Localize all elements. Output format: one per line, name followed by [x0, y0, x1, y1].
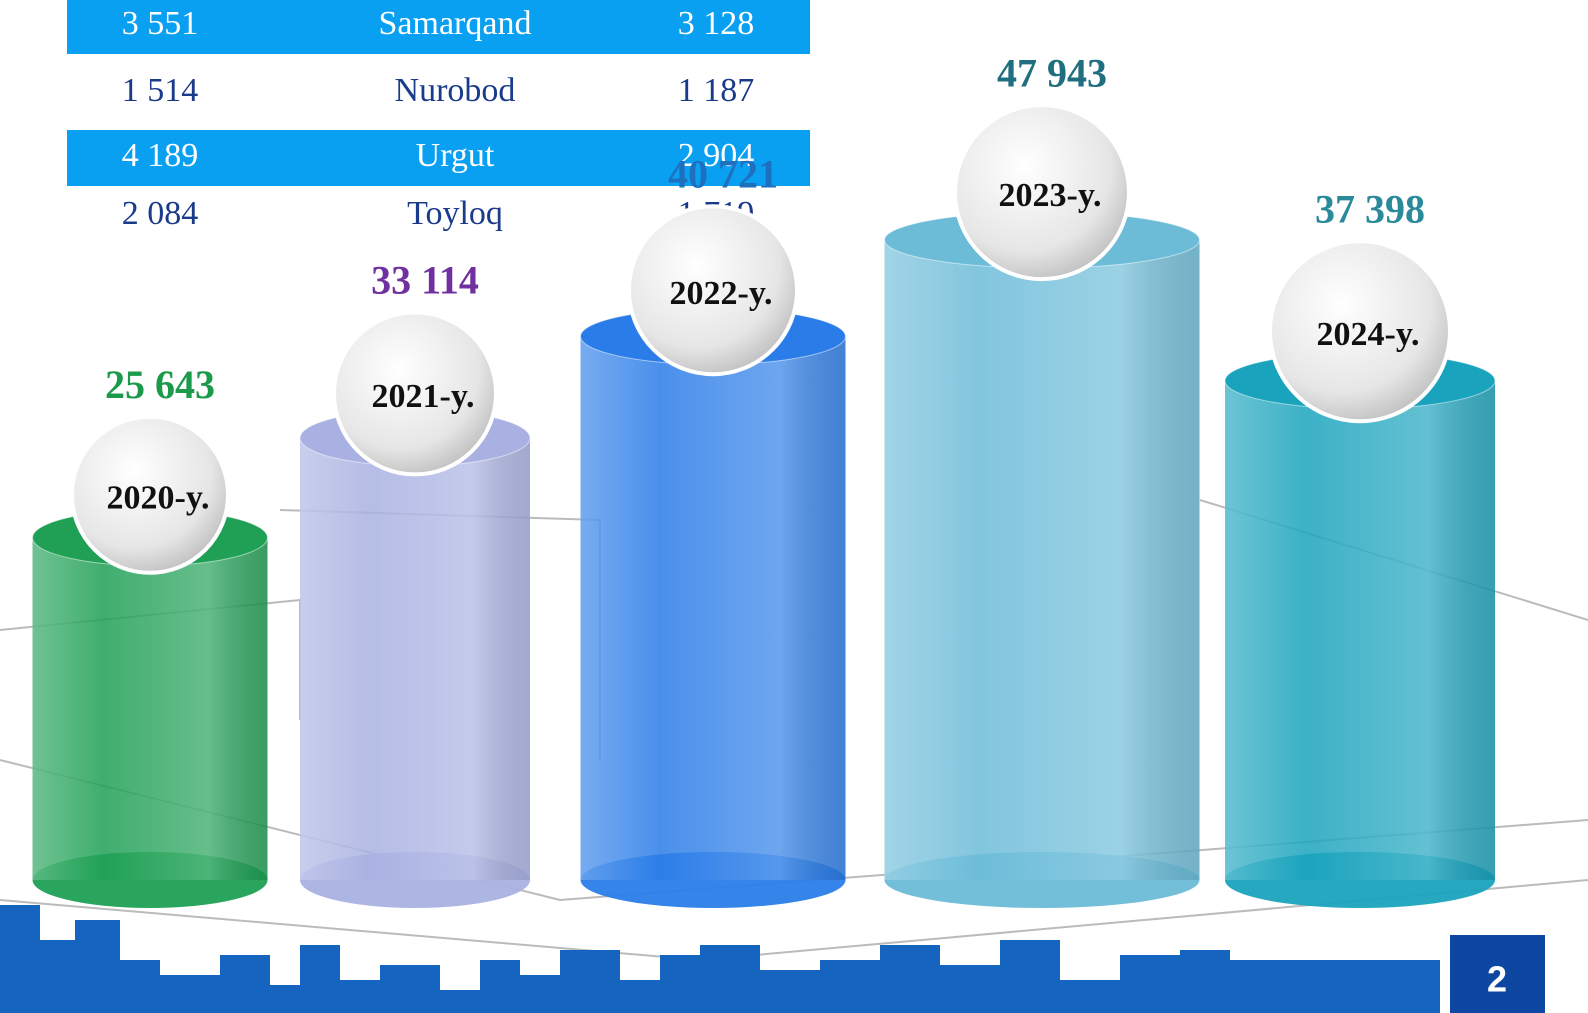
table-row-bg	[67, 130, 810, 186]
year-label: 2022-y.	[670, 275, 773, 312]
year-ball	[70, 414, 230, 575]
cylinder-shine	[1225, 380, 1495, 880]
year-ball	[953, 103, 1131, 282]
year-label: 2021-y.	[372, 378, 475, 415]
value-label: 37 398	[1315, 186, 1425, 231]
table-cell: Samarqand	[379, 5, 532, 42]
table-cell: 1 187	[678, 72, 755, 109]
table-cell: 3 551	[122, 5, 199, 42]
cylinder-shine	[580, 336, 846, 880]
table-cell: 4 189	[122, 137, 199, 174]
table-cell: 1 514	[122, 72, 199, 109]
cylinders: 2020-y.25 643 2021-y.33 114 2022-y.40 721 2…	[32, 50, 1496, 908]
value-label: 47 943	[997, 50, 1107, 95]
table-row-bg	[67, 0, 810, 54]
cylinder-shine	[300, 437, 530, 880]
page-number: 2	[1487, 959, 1507, 1000]
value-label: 40 721	[668, 151, 778, 196]
skyline	[0, 905, 1545, 1013]
table-cell: Urgut	[416, 137, 495, 174]
table-cell: 2 084	[122, 195, 199, 232]
year-label: 2023-y.	[999, 177, 1102, 214]
table-cell: 2 904	[678, 137, 755, 174]
value-label: 33 114	[371, 258, 479, 303]
cylinder-shine	[884, 240, 1200, 880]
year-ball	[627, 204, 799, 377]
table: 3 551 Samarqand 3 128 1 514 Nurobod 1 187 4 18…	[67, 0, 810, 232]
table-cell: Nurobod	[395, 72, 516, 109]
year-label: 2020-y.	[107, 480, 210, 517]
table-cell: 3 128	[678, 5, 755, 42]
value-label: 25 643	[105, 362, 215, 407]
year-label: 2024-y.	[1317, 316, 1420, 353]
year-ball	[1268, 239, 1452, 424]
year-ball	[332, 310, 498, 477]
table-cell: Toyloq	[407, 195, 503, 232]
cylinder-shine	[32, 537, 268, 880]
